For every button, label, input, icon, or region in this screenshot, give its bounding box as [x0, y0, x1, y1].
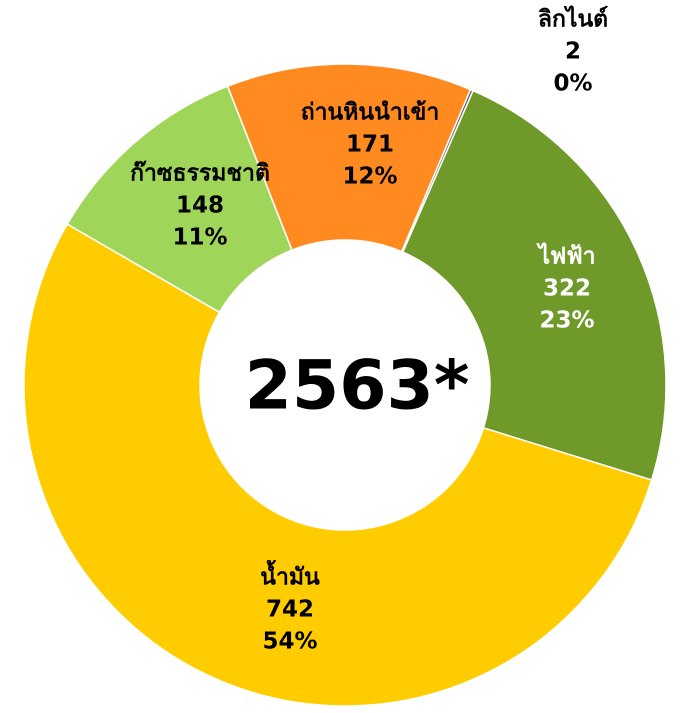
slice: [23, 223, 653, 707]
slice: [66, 85, 293, 314]
data-label: ไฟฟ้า: [535, 242, 595, 270]
data-label: ลิกไนต์: [538, 5, 608, 33]
data-label: 54%: [262, 629, 317, 655]
data-label: 171: [346, 132, 394, 158]
data-label: ถ่านหินนำเข้า: [301, 100, 440, 126]
data-label: 148: [176, 193, 224, 219]
data-label: ก๊าซธรรมชาติ: [130, 160, 270, 187]
center-label: 2563*: [245, 347, 470, 426]
data-label: 11%: [172, 225, 227, 251]
data-label: 12%: [342, 164, 397, 190]
data-label: 23%: [539, 308, 594, 334]
slice: [401, 89, 667, 481]
data-label: 322: [543, 276, 591, 302]
data-label: 0%: [553, 71, 592, 97]
data-label: 2: [565, 39, 581, 65]
slice: [226, 63, 472, 253]
slices: [23, 63, 667, 707]
data-label: น้ำมัน: [260, 560, 320, 591]
data-label: 742: [266, 597, 314, 623]
